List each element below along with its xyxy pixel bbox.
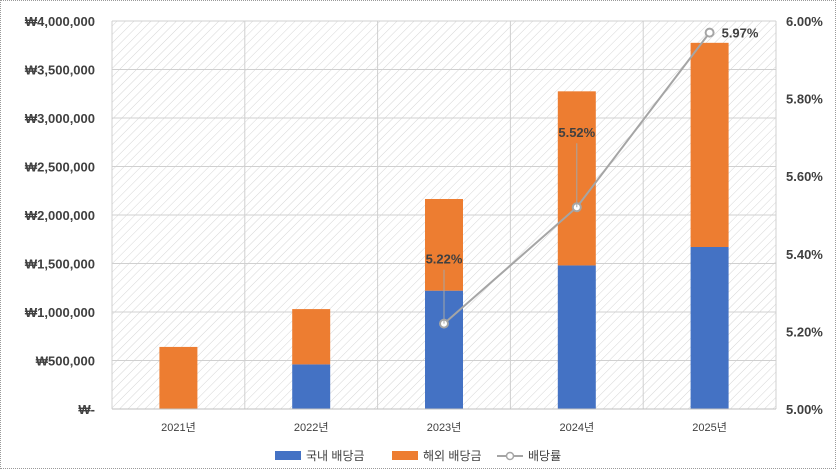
y-tick-left: ₩500,000: [36, 354, 95, 369]
legend-item-2[interactable]: 배당률: [497, 449, 561, 463]
x-tick-label: 2021년: [161, 421, 196, 434]
y-tick-left: ₩2,000,000: [25, 208, 95, 223]
y-tick-right: 5.20%: [786, 324, 823, 339]
bars: [159, 42, 729, 409]
bar-overseas-1: [292, 309, 331, 365]
legend-swatch: [392, 451, 418, 460]
y-axis-right: 5.00% 5.20% 5.40% 5.60% 5.80% 6.00%: [786, 14, 823, 417]
y-tick-right: 5.00%: [786, 402, 823, 417]
bar-domestic-4: [690, 247, 729, 409]
legend-item-0[interactable]: 국내 배당금: [275, 449, 365, 463]
y-axis-left: ₩- ₩500,000 ₩1,000,000 ₩1,500,000 ₩2,000,000…: [25, 14, 95, 417]
y-tick-left: ₩-: [78, 402, 95, 417]
y-tick-right: 6.00%: [786, 14, 823, 29]
yield-marker-4: [704, 27, 715, 38]
data-label-yield: 5.52%: [558, 125, 595, 140]
y-tick-left: ₩4,000,000: [25, 14, 95, 29]
x-tick-label: 2024년: [560, 421, 595, 434]
data-label-yield: 5.97%: [722, 26, 759, 41]
legend-label: 배당률: [528, 449, 561, 463]
legend-marker: [505, 451, 515, 461]
legend-item-1[interactable]: 해외 배당금: [392, 449, 482, 463]
y-tick-left: ₩3,000,000: [25, 111, 95, 126]
data-label-yield: 5.22%: [426, 252, 463, 267]
legend[interactable]: 국내 배당금 해외 배당금 배당률: [275, 449, 561, 463]
bar-domestic-3: [557, 265, 596, 409]
data-labels: 5.22% 5.52% 5.97%: [426, 26, 759, 324]
legend-label: 해외 배당금: [423, 449, 482, 463]
legend-label: 국내 배당금: [306, 449, 365, 463]
y-tick-left: ₩3,500,000: [25, 63, 95, 78]
y-tick-left: ₩1,500,000: [25, 257, 95, 272]
bar-domestic-1: [292, 364, 331, 409]
bar-overseas-0: [159, 346, 198, 409]
x-tick-label: 2025년: [692, 421, 727, 434]
y-tick-right: 5.60%: [786, 169, 823, 184]
y-tick-left: ₩1,000,000: [25, 305, 95, 320]
legend-swatch: [275, 451, 301, 460]
y-tick-right: 5.40%: [786, 247, 823, 262]
y-tick-right: 5.80%: [786, 92, 823, 107]
x-tick-label: 2023년: [427, 421, 462, 434]
x-axis: 2021년 2022년 2023년 2024년 2025년: [112, 408, 776, 434]
x-tick-label: 2022년: [294, 421, 329, 434]
bar-overseas-4: [690, 42, 729, 248]
y-tick-left: ₩2,500,000: [25, 160, 95, 175]
